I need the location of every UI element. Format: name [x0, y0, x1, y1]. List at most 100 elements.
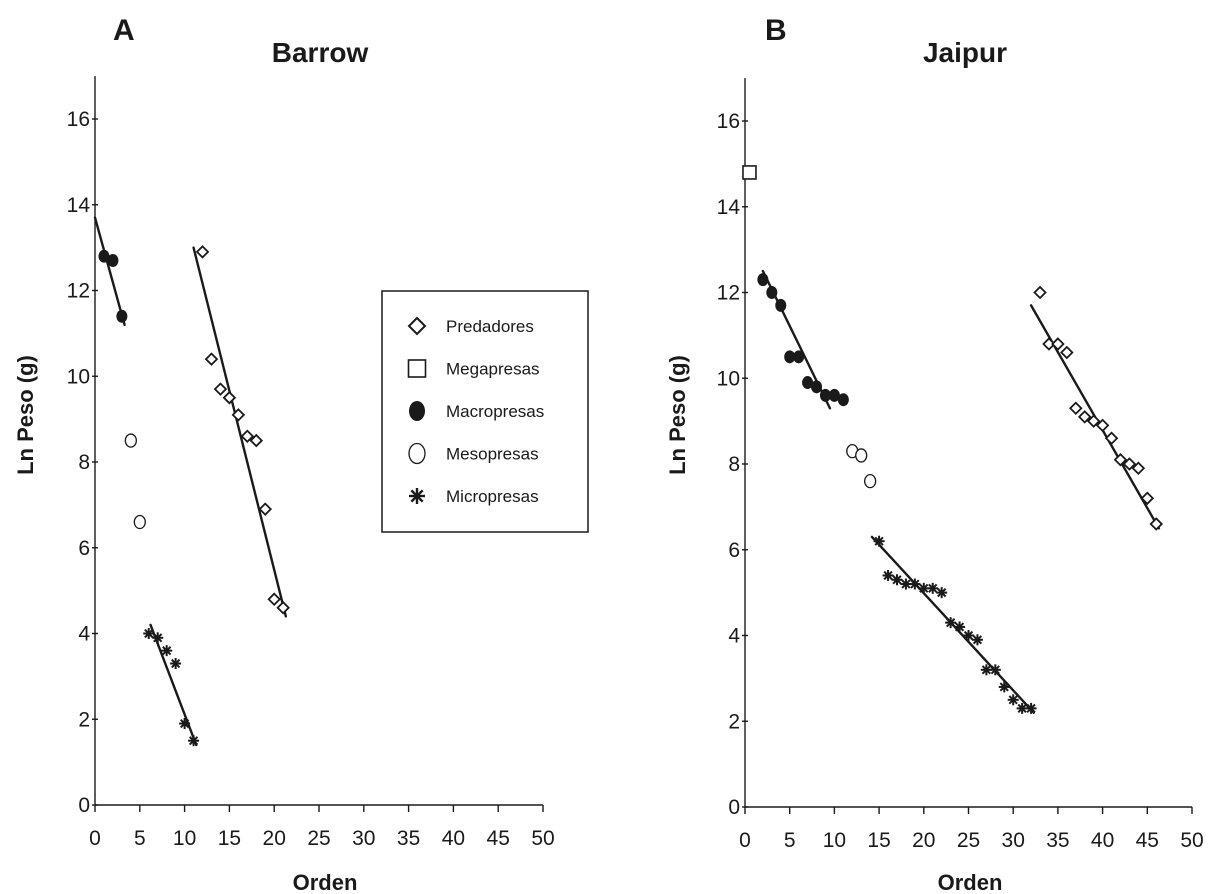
panel-a-letter: A: [113, 14, 135, 47]
panel-b-point-micropresas: [998, 681, 1010, 693]
legend-item-mesopresas: Mesopresas: [408, 442, 539, 465]
panel-b-point-predadores: [1069, 401, 1083, 416]
panel-b-point-predadores: [1042, 337, 1056, 351]
panel-b-x-tick-label: 35: [1046, 829, 1069, 852]
panel-a-point-macropresas: [116, 309, 128, 323]
panel-b-series-micropresas: [870, 535, 1037, 714]
legend-label: Micropresas: [446, 487, 539, 506]
panel-a-y-tick-label: 2: [78, 708, 90, 731]
panel-b-point-predadores: [1095, 418, 1110, 433]
panel-b-y-tick-label: 6: [728, 539, 740, 562]
panel-b-point-predadores: [1131, 461, 1146, 476]
legend-item-micropresas: Micropresas: [409, 487, 539, 506]
legend-marker-square: [407, 359, 427, 378]
panel-b-point-macropresas: [802, 376, 814, 390]
panel-b-x-axis-label: Orden: [938, 870, 1003, 894]
panel-b-point-mesopresas: [864, 473, 877, 489]
panel-b: B Jaipur Ln Peso (g) Orden 0 5 10 15 20 25 30 3…: [665, 14, 1204, 894]
panel-b-x-tick-label: 25: [957, 829, 980, 852]
panel-b-point-predadores: [1104, 431, 1119, 446]
panel-b-point-mesopresas: [855, 448, 868, 463]
panel-a-x-axis-label: Orden: [293, 870, 358, 894]
panel-a-point-mesopresas: [133, 514, 146, 530]
panel-b-point-macropresas: [775, 298, 787, 312]
panel-a-point-micropresas: [152, 632, 164, 644]
panel-b-x-tick-label: 10: [823, 829, 846, 852]
panel-b-x-tick-label: 40: [1091, 829, 1114, 852]
panel-b-y-tick-label: 12: [717, 282, 740, 305]
panel-a-point-micropresas: [170, 658, 182, 670]
legend-label: Macropresas: [446, 402, 544, 421]
panel-a-point-micropresas: [188, 735, 200, 747]
panel-b-point-micropresas: [1007, 694, 1019, 706]
panel-a-y-tick-label: 10: [67, 365, 90, 388]
panel-b-point-macropresas: [811, 380, 823, 394]
panel-a-point-micropresas: [161, 645, 173, 657]
panel-a-y-tick-label: 0: [78, 794, 90, 817]
legend-marker-asterisk: [409, 488, 425, 504]
panel-a-y-tick-label: 12: [67, 280, 90, 303]
panel-b-x-tick-label: 30: [1002, 829, 1025, 852]
panel-b-point-macropresas: [793, 350, 805, 364]
panel-a-point-predadores: [249, 433, 264, 448]
legend-marker-open-circle: [408, 442, 426, 465]
legend-items: Predadores Megapresas Macropresas Mesopresa…: [407, 316, 544, 506]
panel-a-y-tick-label: 6: [78, 537, 90, 560]
panel-b-point-predadores: [1060, 345, 1074, 360]
panel-b-point-predadores: [1086, 414, 1101, 428]
legend-marker-diamond: [407, 316, 427, 336]
panel-a: A Barrow Ln Peso (g) Orden 0 5 10 15 20 25 30 3…: [13, 14, 589, 894]
panel-b-y-tick-label: 16: [717, 110, 740, 133]
legend-label: Megapresas: [446, 360, 540, 379]
panel-b-point-predadores: [1113, 452, 1128, 467]
panel-b-point-micropresas: [989, 664, 1001, 676]
panel-b-x-tick-label: 5: [784, 829, 796, 852]
panel-b-series-macropresas: [757, 269, 849, 410]
panel-b-series-megapresas: [742, 165, 757, 180]
panel-b-point-micropresas: [963, 630, 974, 641]
panel-a-x-tick-label: 35: [397, 827, 420, 850]
panel-b-y-tick-label: 14: [717, 196, 741, 219]
panel-b-point-micropresas: [927, 582, 939, 594]
panel-b-point-micropresas: [909, 578, 921, 590]
panel-b-plot-area: 0 5 10 15 20 25 30 35 40 45 50 0 2 4 6 8 10 12 14 16: [717, 78, 1204, 852]
panel-b-series-predadores: [1029, 285, 1164, 531]
panel-a-point-mesopresas: [124, 433, 137, 448]
panel-b-point-micropresas: [954, 621, 966, 633]
legend-item-predadores: Predadores: [407, 316, 534, 336]
panel-b-y-tick-label: 4: [728, 625, 740, 648]
panel-a-point-predadores: [231, 408, 246, 422]
panel-b-series-mesopresas: [846, 443, 877, 489]
panel-b-point-macropresas: [837, 393, 849, 407]
panel-a-y-tick-label: 8: [78, 451, 90, 474]
panel-b-y-tick-label: 0: [728, 796, 740, 819]
panel-a-x-tick-label: 45: [487, 827, 510, 850]
panel-a-point-predadores: [267, 592, 281, 606]
panel-b-point-micropresas: [936, 587, 948, 599]
panel-b-y-axis-label: Ln Peso (g): [665, 355, 690, 475]
panel-a-series-predadores: [192, 245, 290, 618]
panel-b-point-predadores: [1033, 285, 1047, 300]
panel-b-point-predadores: [1122, 457, 1137, 471]
panel-b-point-macropresas: [757, 273, 769, 287]
panel-b-point-micropresas: [873, 535, 885, 547]
panel-a-series-mesopresas: [124, 433, 146, 530]
panel-a-x-tick-label: 50: [531, 827, 554, 850]
panel-a-x-tick-label: 10: [173, 827, 196, 850]
panel-a-x-tick-label: 20: [263, 827, 286, 850]
panel-b-point-macropresas: [819, 388, 831, 402]
panel-a-point-macropresas: [107, 253, 119, 267]
panel-a-point-macropresas: [98, 249, 110, 263]
panel-b-point-micropresas: [971, 634, 983, 646]
legend: Predadores Megapresas Macropresas Mesopresa…: [381, 290, 589, 533]
panel-b-point-megapresas: [742, 165, 757, 180]
panel-b-point-micropresas: [891, 574, 903, 586]
legend-item-megapresas: Megapresas: [407, 359, 540, 379]
panel-a-trendline-macropresas: [93, 216, 126, 326]
panel-a-x-tick-label: 30: [352, 827, 375, 850]
panel-b-x-tick-label: 50: [1180, 829, 1203, 852]
legend-label: Mesopresas: [446, 445, 539, 464]
panel-b-point-micropresas: [882, 569, 894, 581]
panel-a-point-predadores: [204, 352, 219, 366]
legend-marker-filled-circle: [409, 401, 425, 421]
